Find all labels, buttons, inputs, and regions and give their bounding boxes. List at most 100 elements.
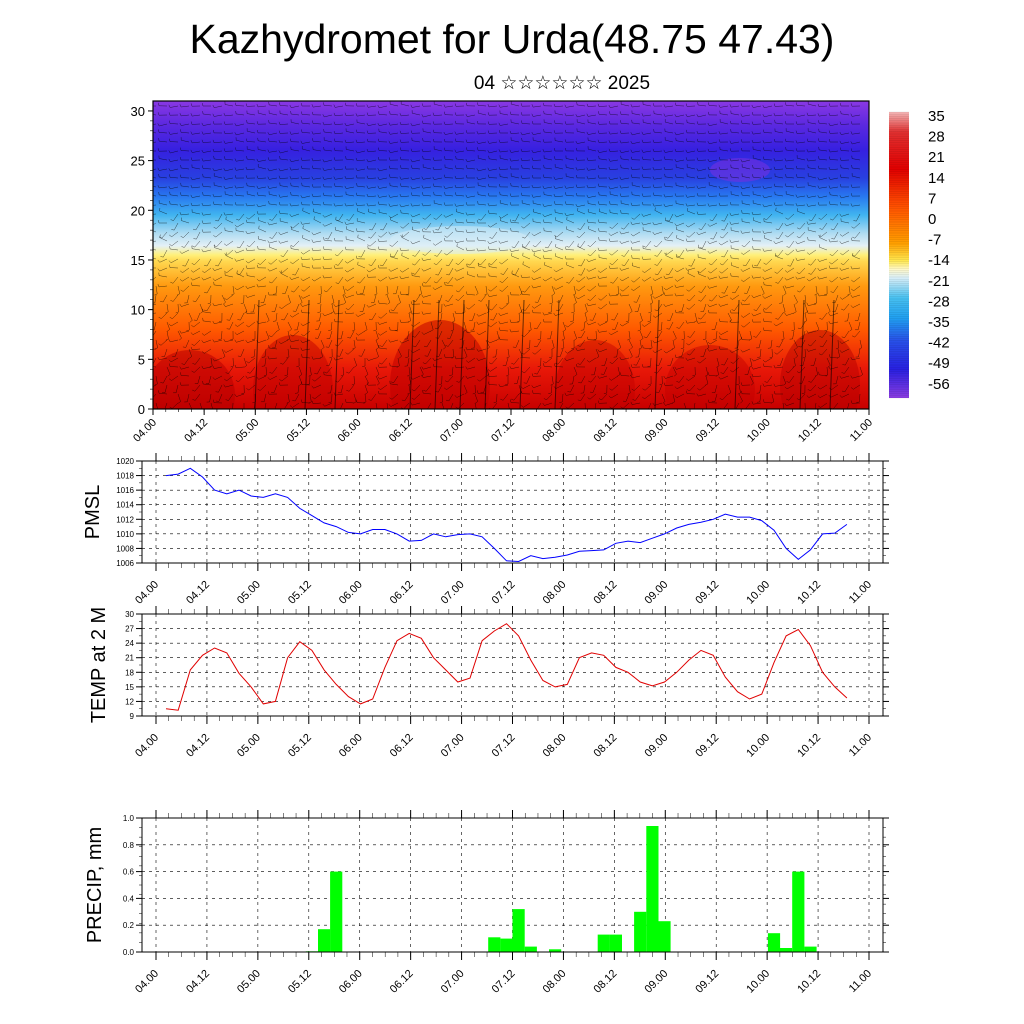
wind-barb [390, 267, 399, 272]
wind-barb [702, 240, 707, 249]
wind-barb-flag [213, 201, 215, 205]
wind-barb-flag [740, 382, 743, 386]
wind-barb-flag [234, 202, 237, 206]
wind-barb-flag [829, 335, 833, 337]
wind-barb-flag [786, 246, 790, 248]
wind-barb [710, 267, 718, 274]
wind-barb-flag [212, 339, 215, 343]
wind-barb-flag [521, 217, 525, 220]
wind-barb-flag [631, 280, 635, 283]
wind-barb [172, 402, 179, 409]
wind-barb-flag [333, 167, 336, 171]
wind-barb [534, 348, 542, 355]
wind-barb-flag [522, 246, 526, 248]
wind-barb-flag [321, 347, 325, 350]
pmsl-x-tick-label: 06.12 [388, 579, 416, 607]
wind-barb-flag [179, 251, 182, 254]
wind-barb-flag [659, 383, 663, 386]
wind-barb-flag [674, 293, 677, 297]
wind-barb [390, 339, 399, 343]
wind-barb-flag [355, 337, 358, 341]
wind-barb-flag [234, 175, 237, 179]
wind-barb-flag [158, 390, 160, 394]
pmsl-y-tick-label: 1014 [116, 501, 134, 510]
wind-barb [588, 168, 597, 171]
wind-barb-flag [575, 140, 578, 144]
wind-barb-flag [816, 329, 820, 332]
heatmap-x-tick-label: 10.00 [745, 417, 773, 445]
wind-barb [853, 276, 861, 283]
wind-barb [661, 321, 663, 331]
wind-barb [269, 357, 278, 360]
wind-barb-flag [675, 354, 677, 358]
wind-barb-flag [366, 274, 369, 278]
wind-barb [414, 330, 421, 338]
wind-barb [734, 303, 740, 311]
wind-barb-flag [509, 248, 512, 252]
wind-barb [283, 249, 289, 257]
wind-barb [170, 321, 179, 327]
wind-barb [500, 384, 509, 388]
wind-barb-flag [586, 302, 589, 306]
wind-barb-flag [586, 269, 589, 272]
wind-barb-flag [553, 278, 556, 281]
wind-barb [661, 285, 664, 294]
wind-barb-flag [411, 389, 415, 392]
wind-barb [203, 213, 212, 216]
wind-barb [808, 122, 817, 125]
colorbar-label: -21 [928, 273, 950, 290]
wind-barb [258, 238, 267, 242]
wind-barb [214, 195, 223, 198]
wind-barb [799, 231, 806, 239]
wind-barb-flag [542, 203, 545, 207]
wind-barb [654, 210, 663, 215]
wind-barb-flag [543, 255, 545, 259]
wind-barb [258, 285, 267, 288]
wind-barb-flag [699, 247, 703, 249]
wind-barb [214, 158, 223, 161]
wind-barb-flag [355, 175, 358, 179]
wind-barb-flag [256, 204, 259, 207]
wind-barb [452, 312, 456, 321]
wind-barb [731, 222, 740, 225]
wind-barb [841, 240, 850, 244]
wind-barb [236, 186, 245, 189]
wind-barb [711, 294, 718, 302]
wind-barb [580, 222, 586, 230]
wind-barb-column [654, 299, 660, 409]
wind-barb-flag [388, 140, 391, 144]
wind-barb-flag [147, 168, 148, 171]
wind-barb-flag [839, 201, 842, 205]
wind-barb [720, 121, 729, 125]
wind-barb [466, 141, 476, 143]
wind-barb [194, 258, 201, 265]
wind-barb-flag [169, 264, 171, 268]
wind-barb-flag [192, 228, 196, 231]
wind-barb [675, 150, 685, 152]
wind-barb [466, 150, 476, 152]
wind-barb-flag [795, 140, 798, 144]
wind-barb [170, 168, 179, 172]
wind-barb [753, 402, 762, 405]
wind-barb [835, 294, 839, 303]
wind-barb-flag [499, 327, 501, 331]
wind-barb [669, 312, 674, 321]
wind-barb-flag [641, 213, 644, 217]
wind-barb-flag [598, 219, 600, 223]
wind-barb [159, 237, 168, 242]
wind-barb [621, 276, 630, 282]
wind-barb-flag [751, 401, 754, 405]
wind-barb-flag [532, 309, 534, 313]
wind-barb [423, 375, 432, 378]
wind-barb-flag [719, 174, 721, 178]
wind-barb-flag [192, 300, 196, 302]
wind-barb [185, 339, 190, 348]
wind-barb [260, 258, 267, 265]
wind-barb-flag [268, 281, 272, 284]
pmsl-x-tick-label: 05.12 [286, 579, 314, 607]
wind-barb-flag [190, 270, 194, 273]
wind-barb-flag [422, 120, 424, 124]
wind-barb [495, 348, 498, 357]
wind-barb-flag [420, 374, 424, 377]
wind-barb [533, 203, 542, 206]
